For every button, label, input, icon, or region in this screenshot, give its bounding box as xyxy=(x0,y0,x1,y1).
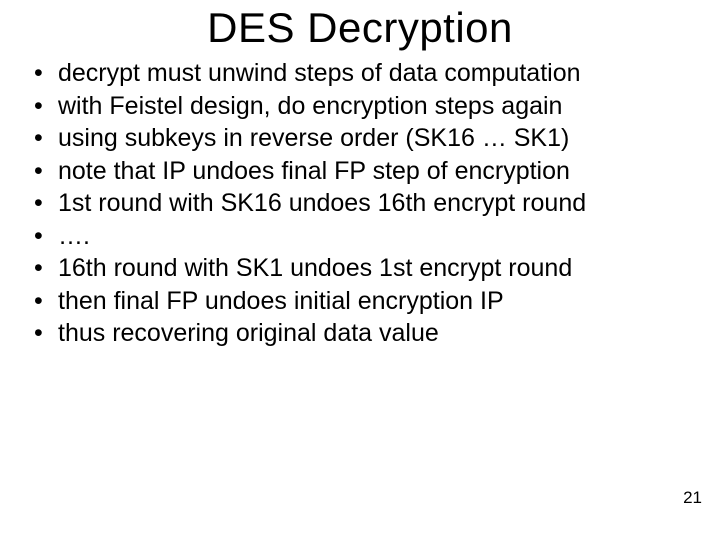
list-item: note that IP undoes final FP step of enc… xyxy=(30,156,694,187)
page-number: 21 xyxy=(683,488,702,508)
bullet-list: decrypt must unwind steps of data comput… xyxy=(30,58,694,349)
list-item: 1st round with SK16 undoes 16th encrypt … xyxy=(30,188,694,219)
list-item: 16th round with SK1 undoes 1st encrypt r… xyxy=(30,253,694,284)
slide-title: DES Decryption xyxy=(0,4,720,52)
list-item: decrypt must unwind steps of data comput… xyxy=(30,58,694,89)
list-item: then final FP undoes initial encryption … xyxy=(30,286,694,317)
list-item: …. xyxy=(30,221,694,252)
list-item: thus recovering original data value xyxy=(30,318,694,349)
list-item: using subkeys in reverse order (SK16 … S… xyxy=(30,123,694,154)
slide: DES Decryption decrypt must unwind steps… xyxy=(0,4,720,540)
list-item: with Feistel design, do encryption steps… xyxy=(30,91,694,122)
